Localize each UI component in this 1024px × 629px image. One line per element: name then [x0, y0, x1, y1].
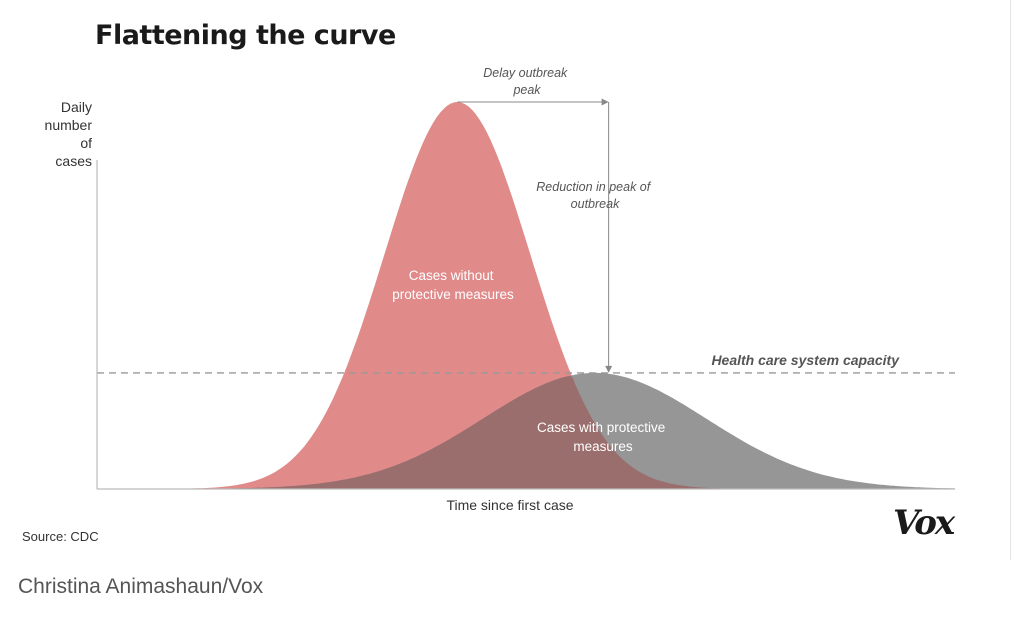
delay-annotation-line: Delay outbreak: [483, 66, 568, 80]
vox-logo: Vox: [893, 503, 955, 543]
chart-plot: Health care system capacity Delay outbre…: [96, 66, 955, 490]
area-overlap: [97, 376, 955, 489]
without-measures-label-line: Cases without: [409, 268, 494, 283]
chart-title: Flattening the curve: [95, 20, 396, 51]
reduction-annotation-line: Reduction in peak of: [536, 180, 651, 194]
x-axis-label: Time since first case: [446, 497, 574, 513]
chart-frame: Flattening the curve Daily number of cas…: [22, 0, 1011, 560]
delay-annotation-line: peak: [512, 83, 541, 97]
delay-annotation: Delay outbreak peak: [483, 66, 571, 97]
reduction-arrowhead: [605, 365, 613, 373]
with-measures-label: Cases with protective measures: [537, 420, 669, 454]
y-axis-label-line: cases: [55, 153, 92, 169]
y-axis-label-line: Daily: [60, 99, 92, 115]
photo-credit: Christina Animashaun/Vox: [18, 575, 264, 598]
source-note: Source: CDC: [22, 529, 99, 544]
y-axis-label-line: number of: [44, 117, 92, 151]
with-measures-label-line: Cases with protective: [537, 420, 665, 435]
reduction-annotation-line: outbreak: [571, 197, 620, 211]
delay-arrowhead: [601, 98, 609, 106]
without-measures-label: Cases without protective measures: [392, 268, 514, 302]
area-without-measures: [97, 102, 955, 489]
capacity-label: Health care system capacity: [711, 352, 900, 368]
y-axis-label: Daily number of cases: [40, 98, 92, 170]
with-measures-label-line: measures: [573, 439, 633, 454]
without-measures-label-line: protective measures: [392, 287, 514, 302]
reduction-annotation: Reduction in peak of outbreak: [536, 180, 653, 211]
